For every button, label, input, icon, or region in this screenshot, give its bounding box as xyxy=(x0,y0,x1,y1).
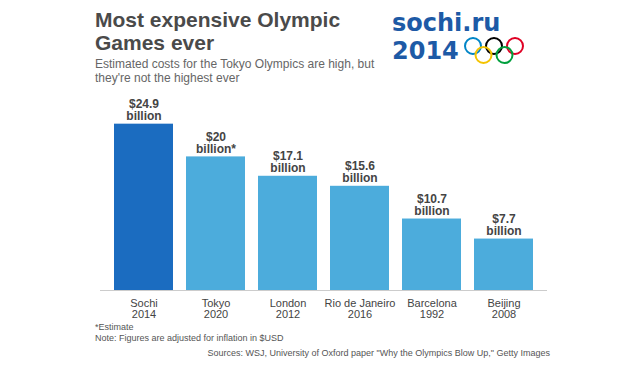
svg-text:Barcelona1992: Barcelona1992 xyxy=(407,297,457,320)
svg-text:$10.7billion: $10.7billion xyxy=(414,192,449,218)
svg-text:Sochi2014: Sochi2014 xyxy=(130,297,158,320)
svg-text:$15.6billion: $15.6billion xyxy=(342,159,377,185)
svg-text:London2012: London2012 xyxy=(270,297,307,320)
html-text:2014: 2014 xyxy=(392,37,459,65)
svg-text:$7.7billion: $7.7billion xyxy=(486,212,521,238)
html-text:Most expensive Olympic Games e: Most expensive Olympic Games ever xyxy=(95,8,341,54)
html-text:Note: Figures are adjusted for: Note: Figures are adjusted for inflation… xyxy=(95,333,284,343)
html-text:Estimated costs for the Tokyo: Estimated costs for the Tokyo Olympics a… xyxy=(95,57,375,85)
svg-text:Beijing2008: Beijing2008 xyxy=(487,297,520,320)
svg-text:Tokyo2020: Tokyo2020 xyxy=(202,297,231,320)
svg-text:$20billion*: $20billion* xyxy=(196,130,236,156)
svg-text:$24.9billion: $24.9billion xyxy=(126,97,161,123)
html-text:*Estimate: *Estimate xyxy=(95,322,134,332)
html-text:Sources: WSJ, University of Ox: Sources: WSJ, University of Oxford paper… xyxy=(207,348,550,358)
svg-text:$17.1billion: $17.1billion xyxy=(270,149,305,175)
html-text:sochi.ru: sochi.ru xyxy=(392,9,501,37)
svg-text:Rio de Janeiro2016: Rio de Janeiro2016 xyxy=(325,297,396,320)
